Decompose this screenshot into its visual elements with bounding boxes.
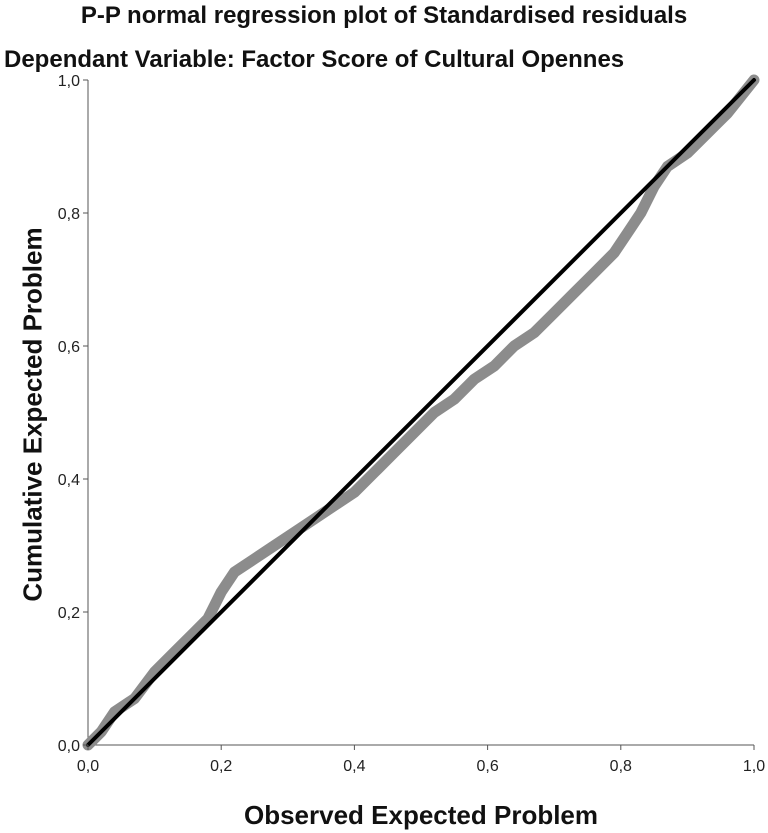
y-tick-label: 1,0 (58, 73, 80, 90)
chart-title: P-P normal regression plot of Standardis… (80, 2, 688, 29)
y-tick-label: 0,6 (58, 339, 80, 356)
y-axis-label: Cumulative Expected Problem (17, 227, 48, 602)
x-tick-label: 0,8 (610, 758, 632, 775)
x-tick-label: 1,0 (743, 758, 765, 775)
x-tick-label: 0,2 (210, 758, 232, 775)
chart-subtitle: Dependant Variable: Factor Score of Cult… (4, 46, 625, 73)
x-tick-label: 0,0 (77, 758, 99, 775)
x-tick-label: 0,6 (476, 758, 498, 775)
y-tick-label: 0,8 (58, 206, 80, 223)
reference-diagonal-line (86, 78, 756, 747)
y-tick-label: 0,2 (58, 605, 80, 622)
x-tick-label: 0,4 (343, 758, 365, 775)
y-tick-label: 0,0 (58, 738, 80, 755)
y-tick-label: 0,4 (58, 472, 80, 489)
observed-residuals-line (82, 74, 760, 751)
x-axis-label: Observed Expected Problem (243, 800, 599, 830)
